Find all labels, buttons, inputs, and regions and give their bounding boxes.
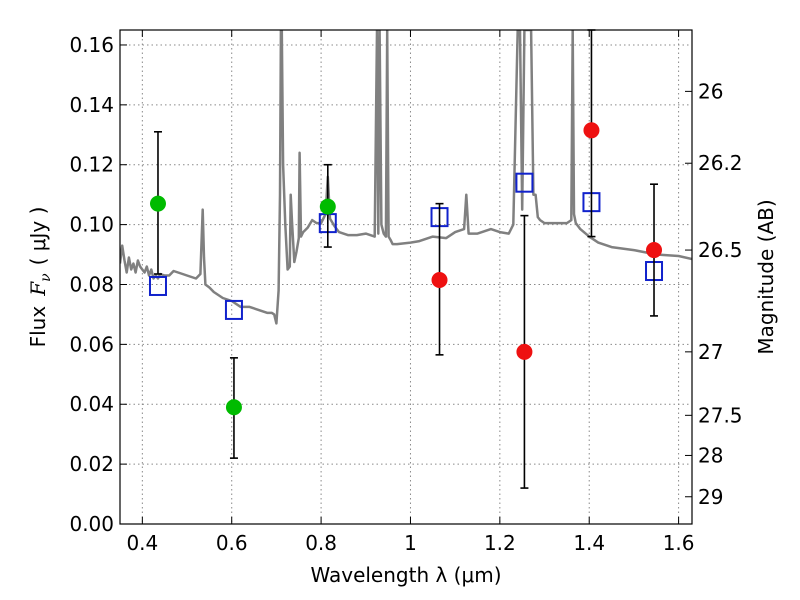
y2-tick-label: 27.5 — [698, 403, 743, 427]
x-axis-label: Wavelength λ (μm) — [310, 563, 501, 587]
data-point — [431, 271, 448, 288]
y-tick-label: 0.10 — [69, 213, 114, 237]
y-tick-label: 0.14 — [69, 93, 114, 117]
y2-tick-labels: 26 26.2 26.5 27 27.5 28 29 — [698, 79, 743, 508]
data-point — [583, 122, 600, 139]
data-point — [516, 343, 533, 360]
x-tick-label: 1 — [404, 531, 417, 555]
data-point — [225, 399, 242, 416]
y2-tick-label: 26 — [698, 79, 723, 103]
ticks — [120, 30, 692, 525]
data-point — [149, 195, 166, 212]
y-axis-label-symbol: F — [26, 281, 50, 297]
x-tick-label: 0.8 — [305, 531, 337, 555]
y-tick-label: 0.02 — [69, 452, 114, 476]
model-square-marker — [515, 172, 534, 193]
y-tick-label: 0.12 — [69, 153, 114, 177]
data-point — [646, 242, 663, 259]
x-tick-label: 0.4 — [126, 531, 158, 555]
y-tick-label: 0.04 — [69, 392, 114, 416]
x-tick-label: 0.6 — [216, 531, 248, 555]
x-tick-label: 1.2 — [484, 531, 516, 555]
y2-axis-label: Magnitude (AB) — [754, 199, 778, 354]
model-spectrum — [120, 30, 692, 325]
data-markers — [148, 29, 664, 489]
x-tick-label: 1.6 — [663, 531, 695, 555]
y-tick-label: 0.06 — [69, 332, 114, 356]
spectrum-line — [120, 30, 692, 325]
x-tick-labels: 0.4 0.6 0.8 1 1.2 1.4 1.6 — [126, 531, 694, 555]
y-tick-label: 0.16 — [69, 33, 114, 57]
y-tick-label: 0.08 — [69, 272, 114, 296]
y2-tick-label: 27 — [698, 340, 723, 364]
data-point — [319, 198, 336, 215]
y2-tick-label: 29 — [698, 485, 723, 509]
y-tick-labels: 0.00 0.02 0.04 0.06 0.08 0.10 0.12 0.14 0.16 — [69, 33, 114, 536]
y-axis-label-word: Flux — [26, 306, 50, 348]
model-square-marker — [224, 299, 243, 320]
y-axis-label: Flux Fν ( μJy ) — [26, 207, 54, 348]
y2-tick-label: 26.5 — [698, 238, 743, 262]
x-tick-label: 1.4 — [573, 531, 605, 555]
y-axis-label-unit: ( μJy ) — [26, 207, 50, 266]
y2-tick-label: 28 — [698, 443, 723, 467]
plot-frame — [119, 29, 693, 525]
y-tick-label: 0.00 — [69, 512, 114, 536]
y-axis-label-subscript: ν — [38, 273, 54, 282]
model-square-marker — [148, 275, 167, 296]
y2-tick-label: 26.2 — [698, 151, 743, 175]
